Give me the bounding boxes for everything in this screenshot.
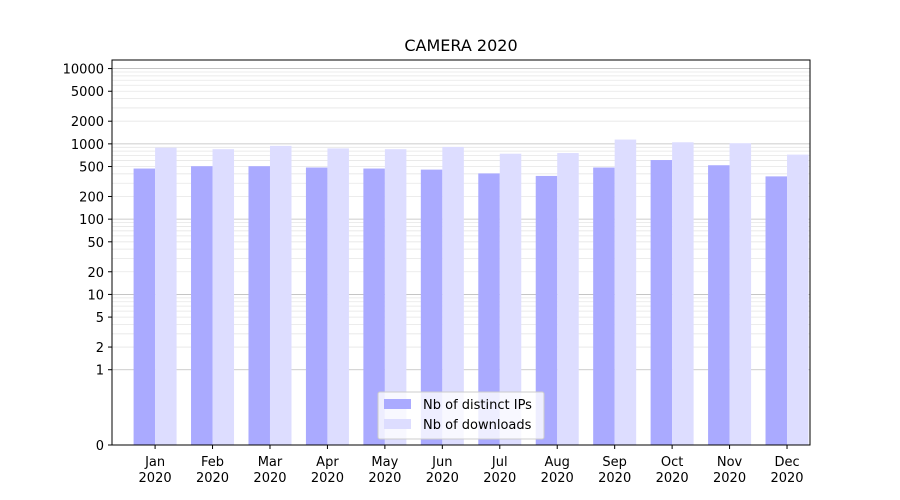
x-tick-label-month: Oct	[661, 455, 683, 470]
bar-distinct-ips	[535, 175, 558, 445]
y-tick-label: 5000	[71, 85, 104, 100]
x-tick-label-year: 2020	[139, 471, 172, 486]
x-tick-label-month: Jul	[491, 455, 508, 470]
y-tick-label: 1000	[71, 138, 104, 153]
x-tick-label-year: 2020	[713, 471, 746, 486]
bar-downloads	[672, 142, 694, 445]
bar-distinct-ips	[363, 168, 385, 445]
y-tick-label: 0	[96, 439, 104, 454]
bar-distinct-ips	[593, 167, 615, 446]
x-tick-label-month: Sep	[602, 455, 627, 470]
y-tick-label: 2	[96, 341, 104, 356]
y-tick-label: 10	[87, 288, 104, 303]
x-tick-label-month: Apr	[316, 455, 339, 470]
x-tick-label-month: Nov	[717, 455, 743, 470]
y-tick-label: 10000	[63, 63, 104, 78]
y-tick-label: 100	[79, 213, 104, 228]
legend-label-distinct-ips: Nb of distinct IPs	[423, 398, 532, 413]
x-tick-label-year: 2020	[426, 471, 459, 486]
bar-downloads	[269, 145, 292, 446]
x-tick-label-month: Mar	[258, 455, 283, 470]
x-tick-label-year: 2020	[656, 471, 689, 486]
y-tick-label: 5	[96, 311, 104, 326]
chart-title: CAMERA 2020	[404, 36, 517, 55]
bar-downloads	[327, 148, 349, 445]
x-tick-label-year: 2020	[483, 471, 516, 486]
plot-frame	[111, 59, 811, 446]
x-tick-label-month: Jun	[431, 455, 452, 470]
bar-distinct-ips	[478, 173, 500, 445]
y-tick-label: 200	[79, 190, 104, 205]
bar-distinct-ips	[765, 176, 788, 445]
x-tick-label-year: 2020	[598, 471, 631, 486]
x-tick-label-year: 2020	[311, 471, 344, 486]
legend-label-downloads: Nb of downloads	[423, 418, 532, 433]
legend-swatch-downloads	[384, 419, 411, 429]
bar-downloads	[499, 153, 522, 445]
bar-downloads	[384, 149, 407, 445]
legend-swatch-distinct-ips	[384, 399, 411, 409]
bar-downloads	[442, 146, 464, 446]
bar-downloads	[729, 143, 752, 445]
bar-downloads	[614, 139, 637, 445]
bar-distinct-ips	[650, 160, 673, 445]
bar-distinct-ips	[708, 165, 730, 445]
bars	[133, 139, 809, 446]
x-tick-label-month: Jan	[144, 455, 165, 470]
bar-distinct-ips	[191, 166, 213, 445]
x-tick-label-year: 2020	[770, 471, 803, 486]
x-axis: Jan2020Feb2020Mar2020Apr2020May2020Jun20…	[139, 445, 804, 486]
x-tick-label-year: 2020	[253, 471, 286, 486]
bar-downloads	[155, 147, 177, 445]
y-tick-label: 50	[87, 236, 104, 251]
legend-box	[377, 391, 545, 440]
y-tick-label: 500	[79, 161, 104, 176]
bar-downloads	[557, 153, 579, 445]
bar-distinct-ips	[248, 166, 270, 445]
x-tick-label-year: 2020	[541, 471, 574, 486]
bar-downloads	[787, 154, 809, 445]
bar-distinct-ips	[133, 168, 156, 445]
x-tick-label-year: 2020	[196, 471, 229, 486]
y-axis: 0 1 2 5 10 20 50 100 200 500 1000 2000 5000 10000	[63, 63, 112, 454]
x-tick-label-month: Aug	[545, 455, 570, 470]
y-tick-label: 20	[87, 266, 104, 281]
x-tick-label-month: May	[371, 455, 398, 470]
bar-downloads	[212, 149, 235, 445]
legend: Nb of distinct IPs Nb of downloads	[377, 391, 545, 440]
x-tick-label-month: Dec	[774, 455, 799, 470]
bar-distinct-ips	[305, 167, 328, 446]
bar-distinct-ips	[420, 169, 443, 445]
x-tick-label-year: 2020	[368, 471, 401, 486]
y-tick-label: 2000	[71, 115, 104, 130]
y-tick-label: 1	[96, 364, 104, 379]
x-tick-label-month: Feb	[201, 455, 224, 470]
